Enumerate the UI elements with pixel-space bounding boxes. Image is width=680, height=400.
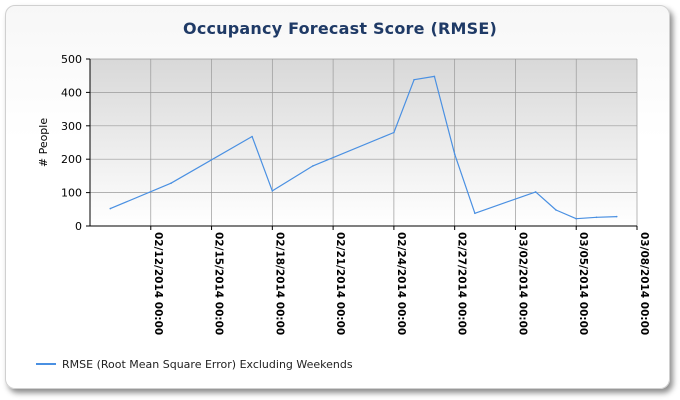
x-tick-label: 03/02/2014 00:00 bbox=[516, 232, 528, 335]
x-tick-label: 02/24/2014 00:00 bbox=[395, 232, 407, 335]
data-point bbox=[312, 165, 314, 167]
y-tick-label: 200 bbox=[61, 153, 82, 166]
data-point bbox=[393, 131, 395, 134]
data-point bbox=[271, 190, 274, 192]
y-tick-label: 300 bbox=[61, 120, 82, 133]
data-point bbox=[595, 216, 598, 219]
x-tick-label: 03/08/2014 00:00 bbox=[638, 232, 650, 335]
y-tick-label: 500 bbox=[61, 53, 82, 66]
data-point bbox=[413, 78, 415, 81]
x-tick-label: 02/27/2014 00:00 bbox=[456, 232, 468, 335]
y-axis-label: # People bbox=[37, 118, 50, 167]
plot-area bbox=[90, 59, 637, 226]
y-tick-labels: 0 100 200 300 400 500 bbox=[61, 53, 82, 233]
y-tick-label: 400 bbox=[61, 86, 82, 99]
legend[interactable]: RMSE (Root Mean Square Error) Excluding … bbox=[36, 356, 353, 372]
legend-label: RMSE (Root Mean Square Error) Excluding … bbox=[62, 357, 353, 371]
x-tick-label: 03/05/2014 00:00 bbox=[577, 232, 589, 335]
legend-swatch bbox=[36, 363, 56, 365]
x-tick-label: 02/18/2014 00:00 bbox=[273, 232, 285, 335]
x-tick-label: 02/21/2014 00:00 bbox=[334, 232, 346, 335]
data-point bbox=[453, 153, 456, 155]
data-point bbox=[615, 215, 618, 218]
data-point bbox=[433, 75, 436, 78]
data-point bbox=[109, 207, 112, 210]
gridlines bbox=[90, 58, 638, 226]
x-tick-label: 02/15/2014 00:00 bbox=[213, 232, 225, 335]
x-tick-label: 02/12/2014 00:00 bbox=[152, 232, 164, 335]
data-point bbox=[170, 182, 172, 184]
data-point bbox=[474, 212, 476, 215]
data-point bbox=[575, 217, 577, 220]
x-tick-labels: 02/12/2014 00:00 02/15/2014 00:00 02/18/20… bbox=[152, 232, 650, 335]
series-group bbox=[109, 75, 618, 220]
data-point bbox=[534, 191, 537, 193]
data-point bbox=[555, 209, 557, 211]
axes bbox=[86, 58, 638, 230]
data-point bbox=[251, 135, 253, 138]
y-tick-label: 100 bbox=[61, 187, 82, 200]
y-tick-label: 0 bbox=[75, 220, 82, 233]
chart-title: Occupancy Forecast Score (RMSE) bbox=[183, 19, 497, 38]
